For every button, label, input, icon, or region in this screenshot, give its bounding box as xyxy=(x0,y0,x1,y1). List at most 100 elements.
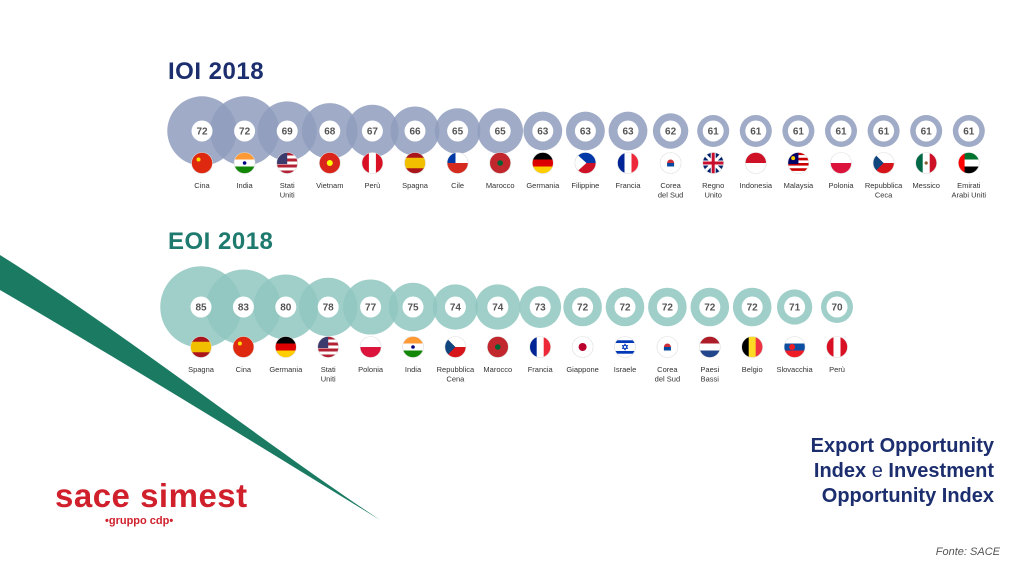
score-label: 72 xyxy=(196,127,208,138)
country-label: Emirati Arabi Uniti xyxy=(951,181,986,200)
flag-il-icon xyxy=(614,336,636,358)
bubble-point: 68 xyxy=(319,120,341,142)
flag-ae-icon xyxy=(957,152,980,174)
score-label: 61 xyxy=(750,127,762,138)
flag-pl-icon xyxy=(359,336,382,358)
country-label: Israele xyxy=(614,365,637,374)
bubble-point: 78 xyxy=(317,296,339,318)
score-label: 65 xyxy=(495,127,507,138)
score-label: 63 xyxy=(537,127,549,138)
country-label: Belgio xyxy=(742,365,763,374)
bubble-point: 80 xyxy=(275,296,297,318)
score-label: 72 xyxy=(239,127,251,138)
bubble-point: 61 xyxy=(830,120,852,142)
logo-wordmark: sace simest xyxy=(55,477,248,514)
score-disc xyxy=(276,120,298,142)
score-disc xyxy=(826,296,848,318)
flag-kr-icon xyxy=(656,336,679,358)
flag-ma-icon xyxy=(486,336,509,358)
flag-pe-icon xyxy=(361,152,384,174)
country-label: Marocco xyxy=(483,365,512,374)
flag-pl-icon xyxy=(830,152,852,174)
bubble-point: 73 xyxy=(529,296,551,318)
score-label: 61 xyxy=(708,127,720,138)
country-label: Paesi Bassi xyxy=(700,365,719,384)
score-label: 74 xyxy=(492,303,504,314)
index-title-line-1: Export Opportunity xyxy=(810,435,994,457)
flag-fr-icon xyxy=(617,152,639,174)
bubble-point: 61 xyxy=(702,120,724,142)
score-label: 73 xyxy=(535,303,547,314)
flag-in-icon xyxy=(402,336,424,358)
country-label: Francia xyxy=(528,365,554,374)
country-label: Giappone xyxy=(566,365,599,374)
country-label: Stati Uniti xyxy=(280,181,295,200)
country-label: Stati Uniti xyxy=(321,365,336,384)
bubble-point: 72 xyxy=(234,120,256,142)
score-disc xyxy=(656,296,678,318)
score-label: 83 xyxy=(238,303,250,314)
score-disc xyxy=(444,296,466,318)
flag-cz-icon xyxy=(444,336,467,358)
score-label: 63 xyxy=(622,127,634,138)
flag-in-icon xyxy=(233,152,256,174)
bubble-point: 63 xyxy=(617,120,639,142)
score-label: 61 xyxy=(878,127,890,138)
country-label: Francia xyxy=(615,181,641,190)
score-label: 72 xyxy=(577,303,589,314)
country-label: India xyxy=(236,181,253,190)
score-disc xyxy=(702,120,724,142)
bubble-point: 72 xyxy=(699,296,721,318)
flag-my-icon xyxy=(787,152,810,174)
country-label: Germania xyxy=(269,365,303,374)
score-disc xyxy=(404,120,426,142)
score-disc xyxy=(361,120,383,142)
bubble-point: 61 xyxy=(958,120,980,142)
bubble-point: 63 xyxy=(574,120,596,142)
flag-gb-icon xyxy=(702,152,725,174)
flag-de-icon xyxy=(274,336,297,358)
flag-mx-icon xyxy=(915,152,938,174)
score-disc xyxy=(191,120,213,142)
score-label: 62 xyxy=(665,127,677,138)
country-label: Perù xyxy=(364,181,380,190)
flag-us-icon xyxy=(276,152,299,174)
country-label: Filippine xyxy=(571,181,599,190)
flag-ph-icon xyxy=(574,152,597,174)
score-disc xyxy=(489,120,511,142)
country-label: Corea del Sud xyxy=(658,181,683,200)
flag-nl-icon xyxy=(698,336,721,358)
country-label: Polonia xyxy=(358,365,384,374)
flag-jp-icon xyxy=(571,336,594,358)
score-label: 61 xyxy=(921,127,933,138)
score-disc xyxy=(741,296,763,318)
score-disc xyxy=(699,296,721,318)
country-label: Messico xyxy=(912,181,940,190)
country-label: Perù xyxy=(829,365,845,374)
score-label: 85 xyxy=(195,303,207,314)
flag-sk-icon xyxy=(783,336,806,358)
flag-es-icon xyxy=(190,336,212,358)
eoi-bubble-chart: 85 83 80 78 77 75 74 74 73 72 72 72 72 72 71 70 Spagna Ci… xyxy=(160,266,853,384)
bubble-point: 85 xyxy=(190,296,212,318)
score-disc xyxy=(234,120,256,142)
flag-cz-icon xyxy=(872,152,895,174)
score-disc xyxy=(529,296,551,318)
bubble-point: 61 xyxy=(915,120,937,142)
flag-es-icon xyxy=(404,152,426,174)
bubble-point: 83 xyxy=(232,296,254,318)
index-title: Export Opportunity Index e Investment Op… xyxy=(734,434,994,509)
bubble-halos xyxy=(160,266,853,348)
score-disc xyxy=(787,120,809,142)
bubble-point: 61 xyxy=(873,120,895,142)
score-disc xyxy=(958,120,980,142)
bubble-point: 61 xyxy=(787,120,809,142)
country-label: Marocco xyxy=(486,181,515,190)
bubble-point: 66 xyxy=(404,120,426,142)
score-label: 80 xyxy=(280,303,292,314)
score-label: 67 xyxy=(367,127,379,138)
score-disc xyxy=(447,120,469,142)
country-label: Repubblica Cena xyxy=(437,365,475,384)
bubble-point: 65 xyxy=(447,120,469,142)
score-disc xyxy=(275,296,297,318)
